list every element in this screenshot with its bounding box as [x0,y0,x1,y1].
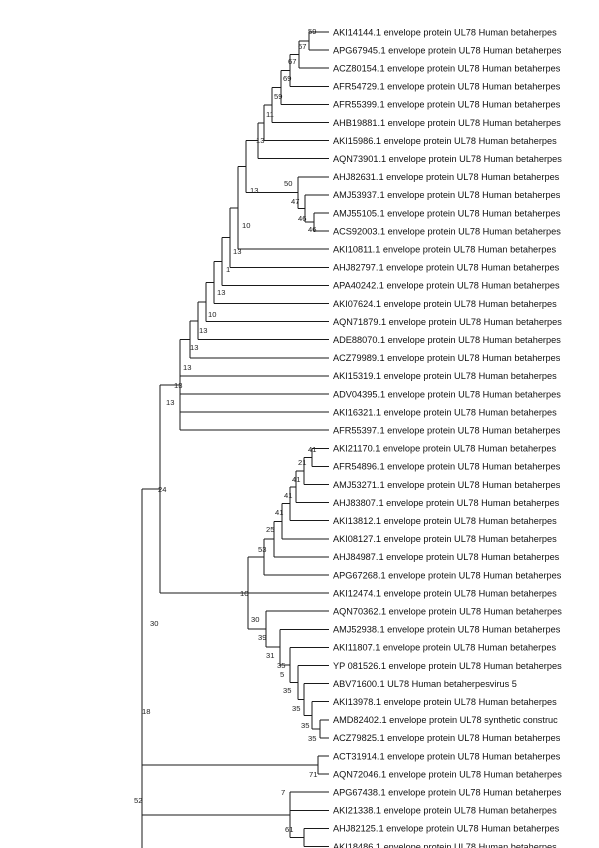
leaf-label: AKI18486.1 envelope protein UL78 Human b… [333,842,557,848]
bootstrap-value: 10 [242,221,250,230]
bootstrap-value: 13 [190,343,198,352]
leaf-label: AKI21170.1 envelope protein UL78 Human b… [333,444,556,454]
bootstrap-value: 13 [217,288,225,297]
leaf-label: AQN71879.1 envelope protein UL78 Human b… [333,317,562,327]
bootstrap-value: 13 [166,398,174,407]
leaf-label: AKI11807.1 envelope protein UL78 Human b… [333,643,556,653]
leaf-label: AKI15319.1 envelope protein UL78 Human b… [333,371,557,381]
leaf-label: AHJ82797.1 envelope protein UL78 Human b… [333,263,560,273]
leaf-label: AHJ82631.1 envelope protein UL78 Human b… [333,172,560,182]
bootstrap-value: 13 [233,247,241,256]
bootstrap-value: 59 [274,92,282,101]
leaf-label: ADV04395.1 envelope protein UL78 Human b… [333,389,561,399]
bootstrap-value: 13 [183,363,191,372]
bootstrap-value: 67 [298,42,306,51]
bootstrap-value: 30 [150,619,158,628]
leaf-label: AMJ55105.1 envelope protein UL78 Human b… [333,208,561,218]
bootstrap-value: 41 [308,445,316,454]
leaf-label: AHJ82125.1 envelope protein UL78 Human b… [333,824,560,834]
leaf-label: AFR55399.1 envelope protein UL78 Human b… [333,100,561,110]
bootstrap-value: 21 [298,458,306,467]
bootstrap-value: 13 [199,326,207,335]
leaf-label: AFR54729.1 envelope protein UL78 Human b… [333,82,561,92]
bootstrap-value: 13 [174,381,182,390]
leaf-label: ACT31914.1 envelope protein UL78 Human b… [333,751,561,761]
leaf-label: AKI14144.1 envelope protein UL78 Human b… [333,27,557,37]
leaf-label: AMJ53937.1 envelope protein UL78 Human b… [333,190,561,200]
leaf-label: AHJ84987.1 envelope protein UL78 Human b… [333,552,560,562]
bootstrap-value: 71 [309,770,317,779]
leaf-label: AFR54896.1 envelope protein UL78 Human b… [333,462,561,472]
bootstrap-value: 24 [158,485,166,494]
bootstrap-value: 50 [284,179,292,188]
bootstrap-value: 41 [292,475,300,484]
bootstrap-value: 1 [226,265,230,274]
bootstrap-value: 35 [301,721,309,730]
bootstrap-value: 47 [291,197,299,206]
leaf-label: ABV71600.1 UL78 Human betaherpesvirus 5 [333,679,517,689]
leaf-label: AKI13812.1 envelope protein UL78 Human b… [333,516,557,526]
leaf-label: AKI08127.1 envelope protein UL78 Human b… [333,534,557,544]
leaf-label: ACZ79989.1 envelope protein UL78 Human b… [333,353,561,363]
bootstrap-value: 46 [308,225,316,234]
leaf-label: APG67945.1 envelope protein UL78 Human b… [333,45,562,55]
bootstrap-value: 10 [208,310,216,319]
bootstrap-value: 18 [142,707,150,716]
bootstrap-value: 46 [298,214,306,223]
bootstrap-value: 39 [258,633,266,642]
bootstrap-value: 35 [283,686,291,695]
leaf-label: AKI21338.1 envelope protein UL78 Human b… [333,806,557,816]
leaf-label: AMJ53271.1 envelope protein UL78 Human b… [333,480,561,490]
bootstrap-value: 61 [285,825,293,834]
leaf-label: AKI07624.1 envelope protein UL78 Human b… [333,299,557,309]
leaf-label: AKI12474.1 envelope protein UL78 Human b… [333,588,557,598]
leaf-label: AHJ83807.1 envelope protein UL78 Human b… [333,498,560,508]
bootstrap-value: 41 [284,491,292,500]
leaf-label: AHB19881.1 envelope protein UL78 Human b… [333,118,561,128]
leaf-label: AFR55397.1 envelope protein UL78 Human b… [333,426,561,436]
leaf-label: AKI13978.1 envelope protein UL78 Human b… [333,697,557,707]
leaf-label: AKI10811.1 envelope protein UL78 Human b… [333,245,556,255]
leaf-label: AQN73901.1 envelope protein UL78 Human b… [333,154,562,164]
bootstrap-value: 13 [250,186,258,195]
bootstrap-value: 10 [240,589,248,598]
leaf-label: ACZ80154.1 envelope protein UL78 Human b… [333,64,561,74]
bootstrap-value: 41 [275,508,283,517]
leaf-labels: AKI14144.1 envelope protein UL78 Human b… [333,27,562,848]
leaf-label: AQN70362.1 envelope protein UL78 Human b… [333,607,562,617]
bootstrap-value: 35 [308,734,316,743]
bootstrap-value: 25 [266,525,274,534]
bootstrap-value: 67 [288,57,296,66]
bootstrap-value: 35 [292,704,300,713]
bootstrap-value: 53 [258,545,266,554]
tree-branches [141,31,329,848]
bootstrap-value: 13 [256,136,264,145]
leaf-label: AMD82402.1 envelope protein UL78 synthet… [333,715,558,725]
bootstrap-labels: 59 67 67 69 59 11 13 50 47 46 46 13 10 1… [134,27,317,834]
bootstrap-value: 52 [134,796,142,805]
leaf-label: APG67268.1 envelope protein UL78 Human b… [333,570,562,580]
leaf-label: ADE88070.1 envelope protein UL78 Human b… [333,335,561,345]
bootstrap-value: 7 [281,788,285,797]
bootstrap-value: 59 [308,27,316,36]
leaf-label: APA40242.1 envelope protein UL78 Human b… [333,281,560,291]
leaf-label: AKI16321.1 envelope protein UL78 Human b… [333,407,557,417]
bootstrap-value: 11 [266,110,274,119]
leaf-label: ACZ79825.1 envelope protein UL78 Human b… [333,733,561,743]
leaf-label: AKI15986.1 envelope protein UL78 Human b… [333,136,557,146]
leaf-label: YP 081526.1 envelope protein UL78 Human … [333,661,562,671]
leaf-label: AQN72046.1 envelope protein UL78 Human b… [333,769,562,779]
leaf-label: APG67438.1 envelope protein UL78 Human b… [333,788,562,798]
bootstrap-value: 35 [277,661,285,670]
leaf-label: ACS92003.1 envelope protein UL78 Human b… [333,226,561,236]
bootstrap-value: 31 [266,651,274,660]
bootstrap-value: 5 [280,670,284,679]
leaf-label: AMJ52938.1 envelope protein UL78 Human b… [333,625,561,635]
bootstrap-value: 30 [251,615,259,624]
bootstrap-value: 69 [283,74,291,83]
